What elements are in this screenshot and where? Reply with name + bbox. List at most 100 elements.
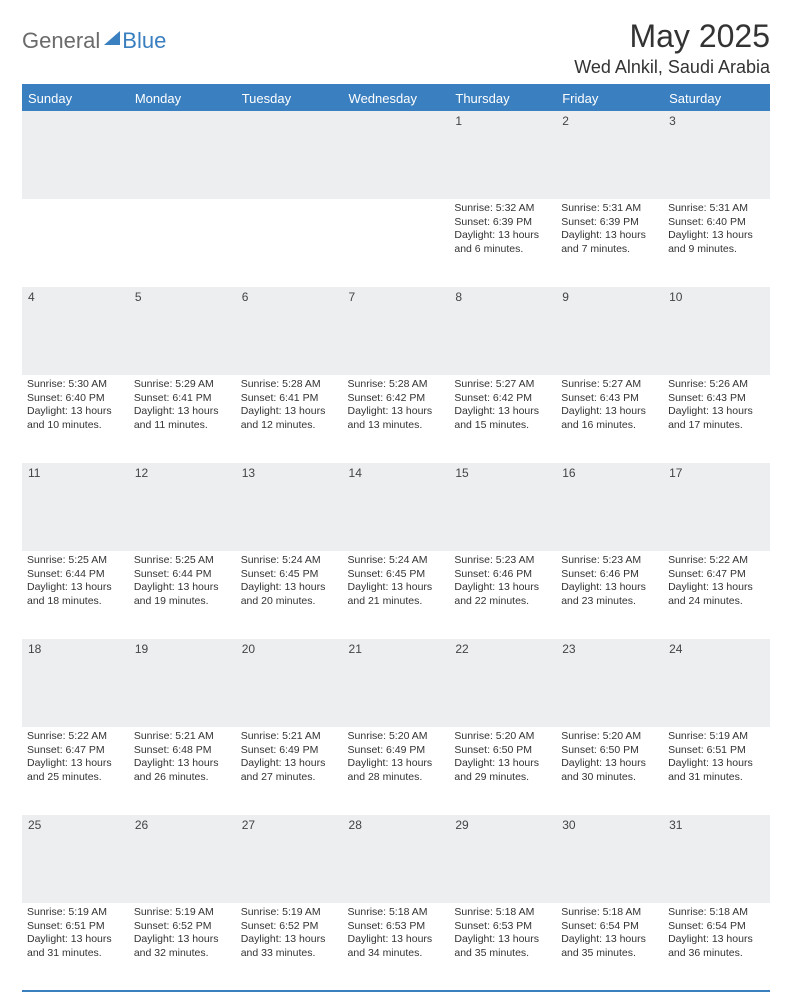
day-cell: Sunrise: 5:18 AMSunset: 6:53 PMDaylight:… [449,903,556,991]
day-number-cell: 20 [236,639,343,727]
day-cell: Sunrise: 5:18 AMSunset: 6:54 PMDaylight:… [663,903,770,991]
day-number-cell: 7 [343,287,450,375]
day-cell: Sunrise: 5:21 AMSunset: 6:48 PMDaylight:… [129,727,236,815]
sunrise-line: Sunrise: 5:20 AM [454,730,551,744]
sunset-line: Sunset: 6:45 PM [241,568,338,582]
sunrise-line: Sunrise: 5:26 AM [668,378,765,392]
sunrise-line: Sunrise: 5:20 AM [348,730,445,744]
daylight-line: Daylight: 13 hours and 29 minutes. [454,757,551,784]
sunrise-line: Sunrise: 5:19 AM [27,906,124,920]
sunset-line: Sunset: 6:54 PM [668,920,765,934]
daylight-line: Daylight: 13 hours and 17 minutes. [668,405,765,432]
day-details: Sunrise: 5:27 AMSunset: 6:42 PMDaylight:… [449,375,556,439]
daylight-line: Daylight: 13 hours and 34 minutes. [348,933,445,960]
day-details: Sunrise: 5:21 AMSunset: 6:49 PMDaylight:… [236,727,343,791]
day-number: 27 [236,815,343,835]
sunrise-line: Sunrise: 5:25 AM [27,554,124,568]
day-cell [343,199,450,287]
day-details: Sunrise: 5:20 AMSunset: 6:50 PMDaylight:… [449,727,556,791]
sunrise-line: Sunrise: 5:32 AM [454,202,551,216]
day-cell: Sunrise: 5:30 AMSunset: 6:40 PMDaylight:… [22,375,129,463]
day-number-cell: 10 [663,287,770,375]
sunset-line: Sunset: 6:41 PM [241,392,338,406]
day-cell [129,199,236,287]
day-number-cell: 31 [663,815,770,903]
sunrise-line: Sunrise: 5:28 AM [348,378,445,392]
day-cell: Sunrise: 5:32 AMSunset: 6:39 PMDaylight:… [449,199,556,287]
sunset-line: Sunset: 6:47 PM [27,744,124,758]
weekday-header: Wednesday [343,86,450,111]
day-number: 26 [129,815,236,835]
daylight-line: Daylight: 13 hours and 20 minutes. [241,581,338,608]
day-number-cell: 21 [343,639,450,727]
day-details: Sunrise: 5:19 AMSunset: 6:52 PMDaylight:… [236,903,343,967]
day-number: 14 [343,463,450,483]
day-number-cell: 27 [236,815,343,903]
day-cell: Sunrise: 5:20 AMSunset: 6:50 PMDaylight:… [449,727,556,815]
day-number: 4 [22,287,129,307]
day-details: Sunrise: 5:23 AMSunset: 6:46 PMDaylight:… [449,551,556,615]
day-number: 8 [449,287,556,307]
day-number: 22 [449,639,556,659]
sunset-line: Sunset: 6:47 PM [668,568,765,582]
day-number-cell: 6 [236,287,343,375]
day-details: Sunrise: 5:30 AMSunset: 6:40 PMDaylight:… [22,375,129,439]
day-details: Sunrise: 5:21 AMSunset: 6:48 PMDaylight:… [129,727,236,791]
day-number-cell: 8 [449,287,556,375]
daylight-line: Daylight: 13 hours and 32 minutes. [134,933,231,960]
day-details: Sunrise: 5:27 AMSunset: 6:43 PMDaylight:… [556,375,663,439]
day-details: Sunrise: 5:25 AMSunset: 6:44 PMDaylight:… [22,551,129,615]
sunset-line: Sunset: 6:51 PM [27,920,124,934]
sunrise-line: Sunrise: 5:19 AM [134,906,231,920]
header: General Blue May 2025 Wed Alnkil, Saudi … [22,18,770,78]
sunset-line: Sunset: 6:53 PM [348,920,445,934]
day-number-cell: 3 [663,111,770,199]
sunrise-line: Sunrise: 5:22 AM [668,554,765,568]
day-cell: Sunrise: 5:19 AMSunset: 6:51 PMDaylight:… [22,903,129,991]
day-number-row: 25262728293031 [22,815,770,903]
day-cell: Sunrise: 5:18 AMSunset: 6:54 PMDaylight:… [556,903,663,991]
day-number-cell: 23 [556,639,663,727]
day-number: 16 [556,463,663,483]
sunset-line: Sunset: 6:51 PM [668,744,765,758]
daylight-line: Daylight: 13 hours and 22 minutes. [454,581,551,608]
daylight-line: Daylight: 13 hours and 30 minutes. [561,757,658,784]
daylight-line: Daylight: 13 hours and 13 minutes. [348,405,445,432]
day-details: Sunrise: 5:20 AMSunset: 6:50 PMDaylight:… [556,727,663,791]
sunset-line: Sunset: 6:39 PM [561,216,658,230]
day-number-empty [22,111,129,131]
daylight-line: Daylight: 13 hours and 35 minutes. [561,933,658,960]
day-number-cell: 16 [556,463,663,551]
day-details: Sunrise: 5:24 AMSunset: 6:45 PMDaylight:… [236,551,343,615]
weekday-header: Tuesday [236,86,343,111]
day-cell [22,199,129,287]
sunrise-line: Sunrise: 5:29 AM [134,378,231,392]
day-cell: Sunrise: 5:31 AMSunset: 6:40 PMDaylight:… [663,199,770,287]
day-details: Sunrise: 5:26 AMSunset: 6:43 PMDaylight:… [663,375,770,439]
weekday-header: Monday [129,86,236,111]
sunrise-line: Sunrise: 5:20 AM [561,730,658,744]
day-number-cell: 5 [129,287,236,375]
day-body-row: Sunrise: 5:32 AMSunset: 6:39 PMDaylight:… [22,199,770,287]
day-cell: Sunrise: 5:27 AMSunset: 6:42 PMDaylight:… [449,375,556,463]
day-body-row: Sunrise: 5:19 AMSunset: 6:51 PMDaylight:… [22,903,770,991]
day-number: 17 [663,463,770,483]
day-details: Sunrise: 5:28 AMSunset: 6:41 PMDaylight:… [236,375,343,439]
sunset-line: Sunset: 6:49 PM [241,744,338,758]
daylight-line: Daylight: 13 hours and 10 minutes. [27,405,124,432]
day-number: 5 [129,287,236,307]
sunrise-line: Sunrise: 5:21 AM [134,730,231,744]
day-details: Sunrise: 5:18 AMSunset: 6:54 PMDaylight:… [663,903,770,967]
day-cell: Sunrise: 5:28 AMSunset: 6:42 PMDaylight:… [343,375,450,463]
day-number-row: 18192021222324 [22,639,770,727]
day-number: 10 [663,287,770,307]
sunset-line: Sunset: 6:39 PM [454,216,551,230]
day-details: Sunrise: 5:31 AMSunset: 6:40 PMDaylight:… [663,199,770,263]
day-cell: Sunrise: 5:28 AMSunset: 6:41 PMDaylight:… [236,375,343,463]
day-cell: Sunrise: 5:23 AMSunset: 6:46 PMDaylight:… [449,551,556,639]
day-number: 18 [22,639,129,659]
day-number-empty [343,111,450,131]
day-body-row: Sunrise: 5:22 AMSunset: 6:47 PMDaylight:… [22,727,770,815]
day-number: 24 [663,639,770,659]
day-details: Sunrise: 5:22 AMSunset: 6:47 PMDaylight:… [663,551,770,615]
